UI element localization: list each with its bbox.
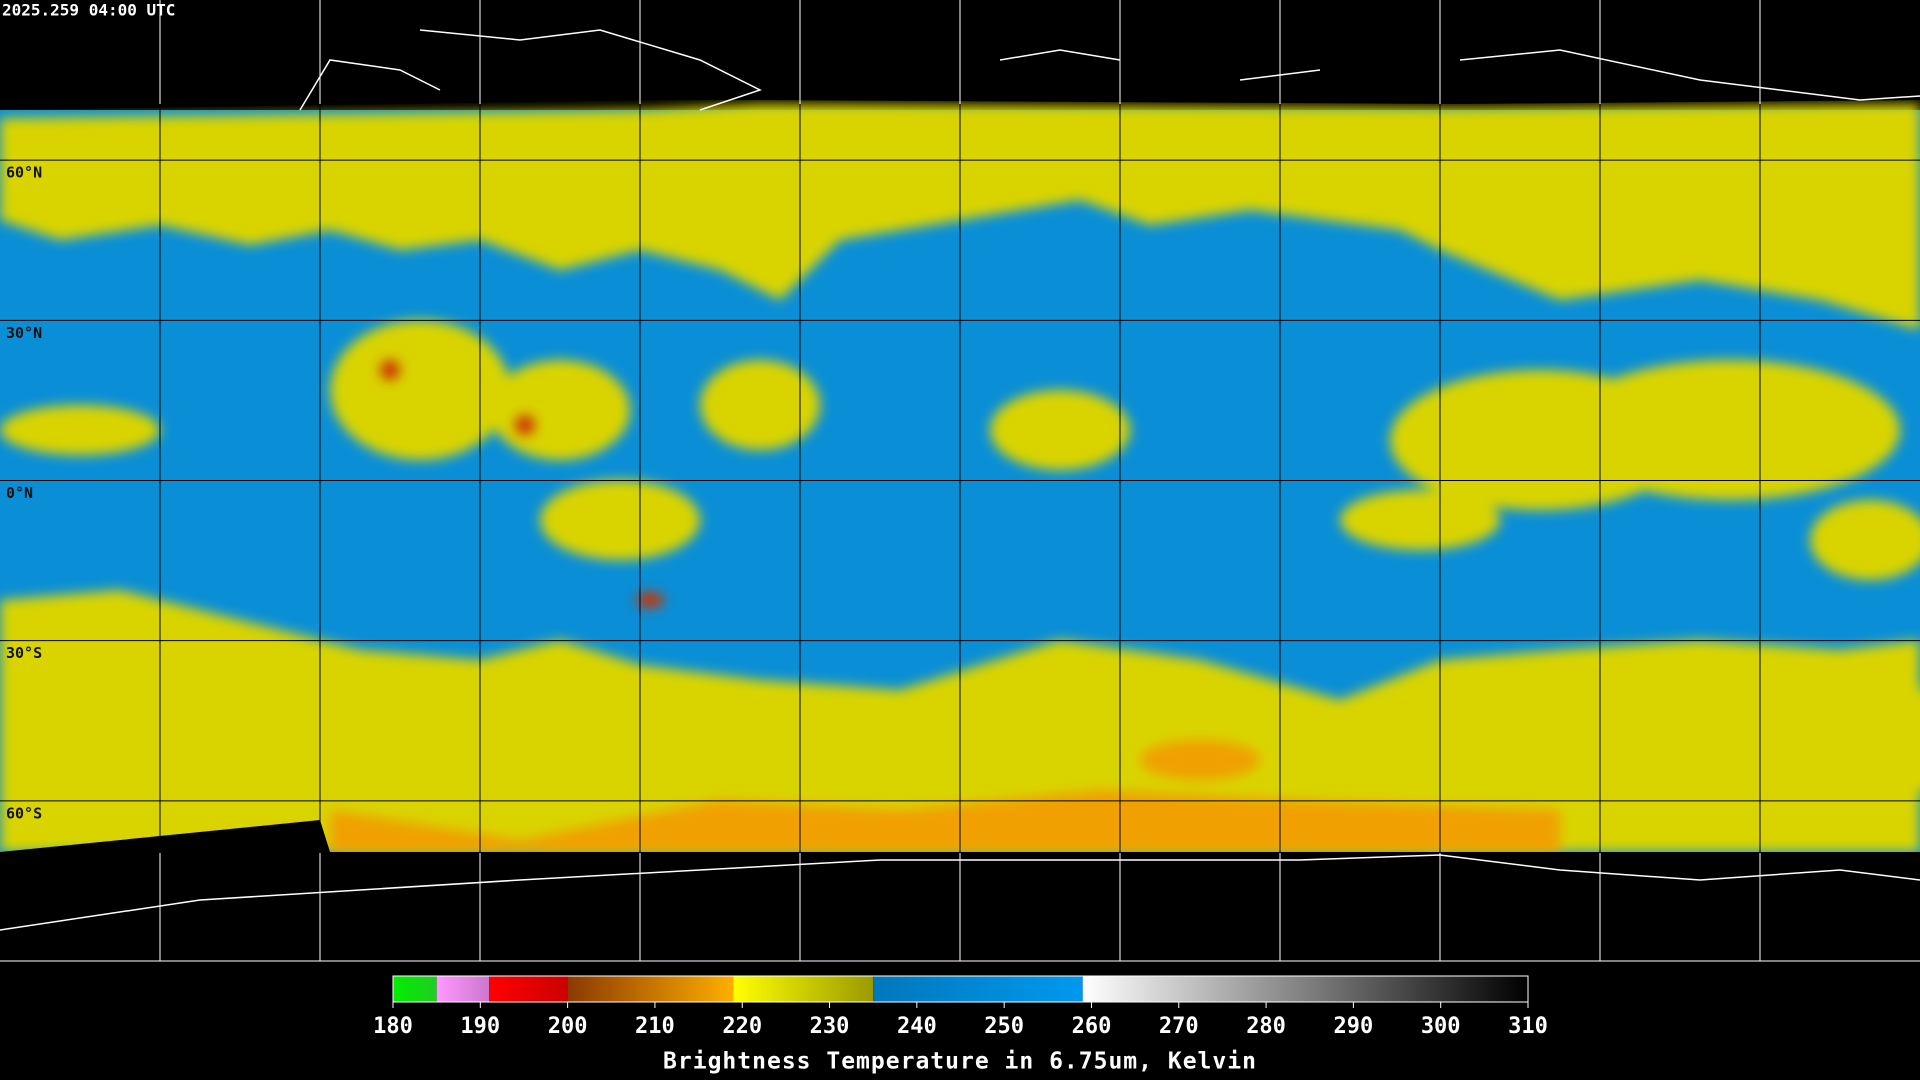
latitude-label: 30°S bbox=[6, 644, 42, 662]
colorbar-tick-label: 180 bbox=[373, 1014, 413, 1039]
colorbar-tick-label: 230 bbox=[810, 1014, 850, 1039]
colorbar-tick-label: 200 bbox=[548, 1014, 588, 1039]
timestamp: 2025.259 04:00 UTC bbox=[2, 1, 175, 20]
latitude-label: 30°N bbox=[6, 324, 42, 342]
colorbar-segment bbox=[733, 976, 874, 1002]
colorbar-segment bbox=[489, 976, 568, 1002]
colorbar: 180 190 200 210 220 230 240 250 260 270 280 290 300 3… bbox=[373, 975, 1548, 1039]
colorbar-title: Brightness Temperature in 6.75um, Kelvin bbox=[663, 1049, 1257, 1075]
colorbar-tick-label: 280 bbox=[1246, 1014, 1286, 1039]
cold-patches bbox=[330, 360, 1560, 852]
colorbar-segment bbox=[873, 976, 1083, 1002]
colorbar-tick-label: 190 bbox=[460, 1014, 500, 1039]
latitude-labels: 60°N 30°N 0°N 30°S 60°S bbox=[6, 164, 42, 823]
latitude-label: 60°S bbox=[6, 804, 42, 822]
colorbar-segment bbox=[567, 976, 734, 1002]
graticule bbox=[0, 0, 1920, 961]
colorbar-tick-label: 210 bbox=[635, 1014, 675, 1039]
coastlines bbox=[0, 29, 1920, 931]
colorbar-tick-label: 250 bbox=[984, 1014, 1024, 1039]
colorbar-segment bbox=[393, 976, 437, 1002]
colorbar-tick-label: 240 bbox=[897, 1014, 937, 1039]
colorbar-tick-label: 290 bbox=[1334, 1014, 1374, 1039]
colorbar-tick-label: 310 bbox=[1508, 1014, 1548, 1039]
colorbar-tick-label: 260 bbox=[1072, 1014, 1112, 1039]
colorbar-tick-label: 300 bbox=[1421, 1014, 1461, 1039]
colorbar-tick-label: 220 bbox=[722, 1014, 762, 1039]
colorbar-frame bbox=[392, 975, 1529, 1003]
latitude-label: 0°N bbox=[6, 484, 33, 502]
latitude-label: 60°N bbox=[6, 164, 42, 182]
colorbar-segment bbox=[436, 976, 490, 1002]
colorbar-tick-label: 270 bbox=[1159, 1014, 1199, 1039]
colorbar-segment bbox=[1082, 976, 1528, 1002]
